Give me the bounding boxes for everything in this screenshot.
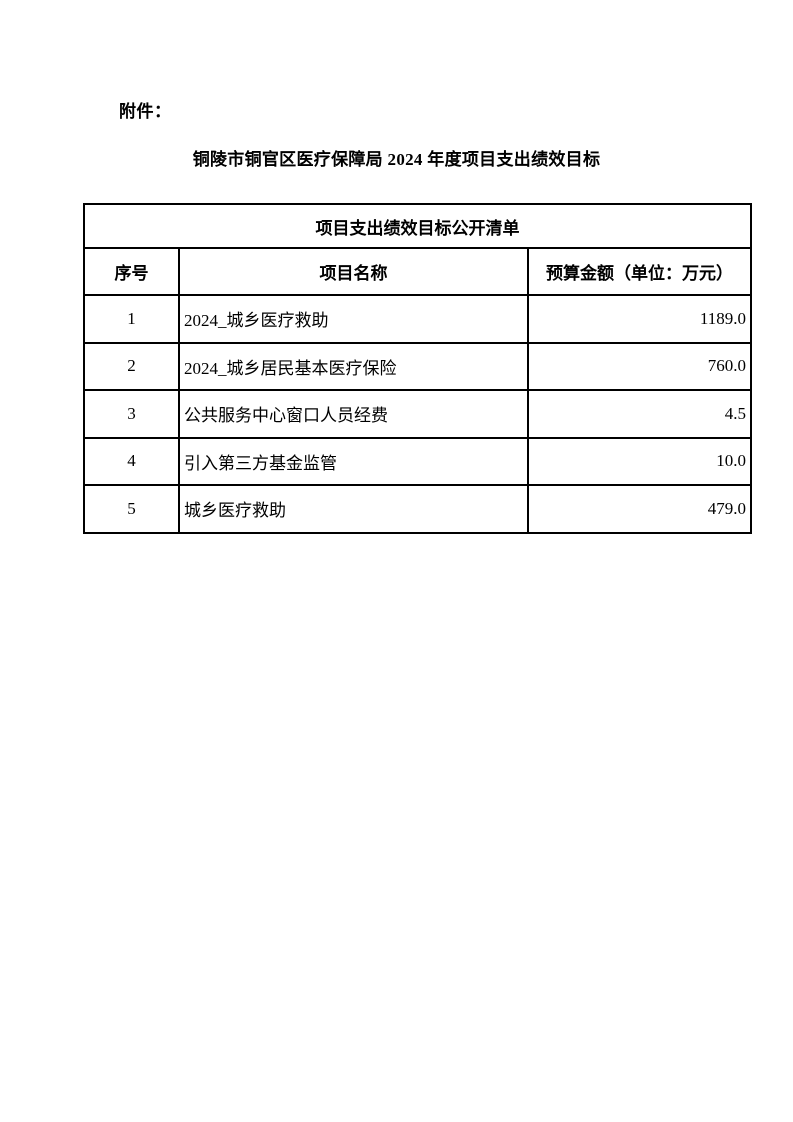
table-row: 4 引入第三方基金监管 10.0 [83,436,753,486]
budget-amount-cell: 760.0 [526,341,753,391]
row-number-cell: 2 [83,341,180,391]
column-header-number: 序号 [83,247,180,296]
project-name-cell: 公共服务中心窗口人员经费 [178,389,529,439]
column-header-project-name: 项目名称 [178,247,529,296]
row-number-cell: 1 [83,294,180,344]
performance-target-table: 项目支出绩效目标公开清单 序号 项目名称 预算金额（单位：万元） 1 2024_… [82,203,753,534]
table-row: 2 2024_城乡居民基本医疗保险 760.0 [83,341,753,391]
project-name-cell: 城乡医疗救助 [178,484,529,534]
row-number-cell: 5 [83,484,180,534]
document-title: 铜陵市铜官区医疗保障局 2024 年度项目支出绩效目标 [192,150,601,169]
row-number-cell: 3 [83,389,180,439]
table-header-row: 序号 项目名称 预算金额（单位：万元） [83,247,753,296]
table-row: 5 城乡医疗救助 479.0 [83,484,753,534]
table-caption: 项目支出绩效目标公开清单 [82,203,753,249]
budget-amount-cell: 10.0 [526,436,753,486]
table-row: 1 2024_城乡医疗救助 1189.0 [83,294,753,344]
column-header-budget-amount: 预算金额（单位：万元） [526,247,753,296]
project-name-cell: 2024_城乡居民基本医疗保险 [178,341,529,391]
budget-amount-cell: 1189.0 [526,294,753,344]
budget-amount-cell: 4.5 [526,389,753,439]
project-name-cell: 2024_城乡医疗救助 [178,294,529,344]
table-row: 3 公共服务中心窗口人员经费 4.5 [83,389,753,439]
project-name-cell: 引入第三方基金监管 [178,436,529,486]
table-caption-row: 项目支出绩效目标公开清单 [82,203,753,249]
attachment-label: 附件： [119,102,172,121]
budget-amount-cell: 479.0 [526,484,753,534]
row-number-cell: 4 [83,436,180,486]
